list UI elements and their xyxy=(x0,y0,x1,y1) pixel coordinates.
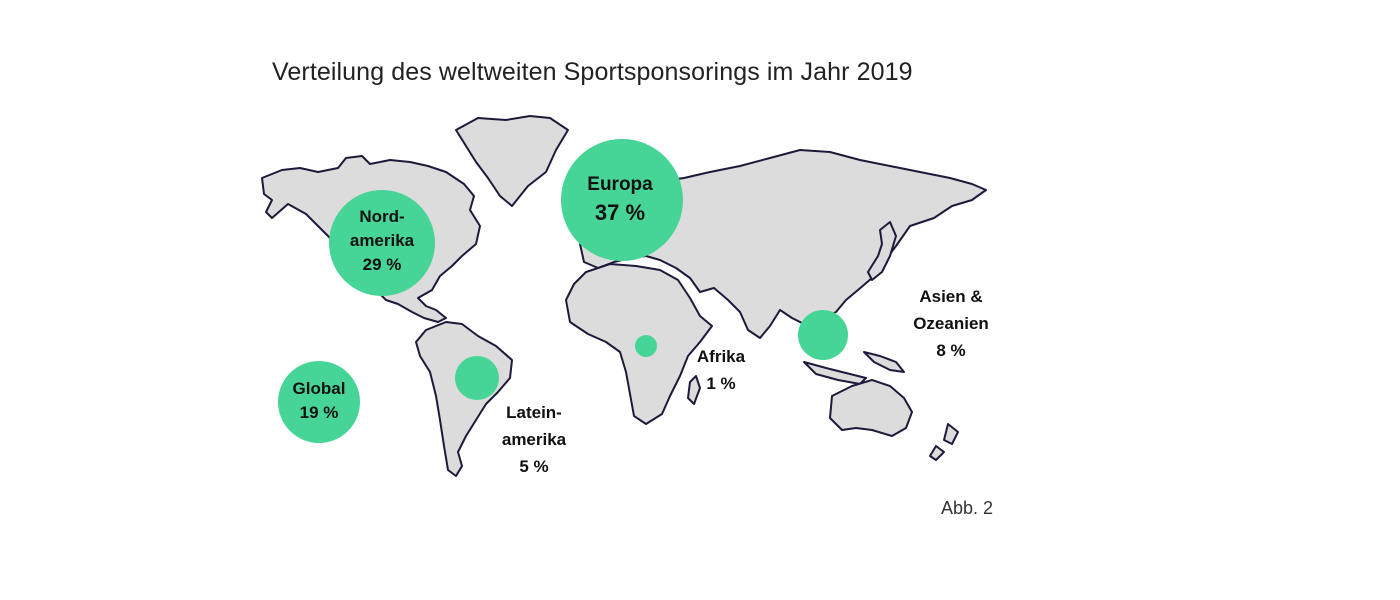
land-philippines xyxy=(863,351,905,373)
bubble-lateinamerika xyxy=(455,356,499,400)
label-asien-line: 8 % xyxy=(936,341,965,360)
label-asien-line: Ozeanien xyxy=(913,314,989,333)
bubble-global xyxy=(278,361,360,443)
land-australia xyxy=(829,379,913,437)
bubble-nordamerika xyxy=(329,190,435,296)
land-madagascar xyxy=(687,375,701,405)
land-japan xyxy=(867,221,897,281)
land-new-zealand xyxy=(929,423,959,461)
bubble-asien xyxy=(798,310,848,360)
label-europa-line: 37 % xyxy=(595,200,645,225)
label-europa: Europa 37 % xyxy=(587,174,653,225)
label-lateinamerika-line: amerika xyxy=(502,430,567,449)
label-asien-line: Asien & xyxy=(919,287,982,306)
label-global-line: Global xyxy=(293,379,346,398)
bubble-europa xyxy=(561,139,683,261)
label-global-line: 19 % xyxy=(300,403,339,422)
region-labels: Europa 37 % Nord-amerika 29 % Global 19 % Asie… xyxy=(293,174,989,476)
label-lateinamerika-line: Latein- xyxy=(506,403,562,422)
label-lateinamerika-line: 5 % xyxy=(519,457,548,476)
chart-title: Verteilung des weltweiten Sportsponsorin… xyxy=(272,58,913,86)
label-nordamerika-line: amerika xyxy=(350,231,415,250)
label-nordamerika: Nord-amerika 29 % xyxy=(350,207,415,274)
bubble-afrika xyxy=(635,335,657,357)
figure-caption: Abb. 2 xyxy=(941,498,994,518)
label-asien: Asien & Ozeanien 8 % xyxy=(913,287,989,360)
label-europa-line: Europa xyxy=(587,174,653,195)
label-afrika-line: 1 % xyxy=(706,374,735,393)
land-south-america xyxy=(415,321,513,477)
label-nordamerika-line: Nord- xyxy=(359,207,404,226)
label-global: Global 19 % xyxy=(293,379,346,422)
bubbles xyxy=(278,139,848,443)
label-afrika: Afrika 1 % xyxy=(697,347,746,393)
label-lateinamerika: Latein-amerika 5 % xyxy=(502,403,567,476)
land-indonesia xyxy=(803,361,867,385)
land-greenland xyxy=(455,115,569,207)
label-nordamerika-line: 29 % xyxy=(363,255,402,274)
label-afrika-line: Afrika xyxy=(697,347,746,366)
